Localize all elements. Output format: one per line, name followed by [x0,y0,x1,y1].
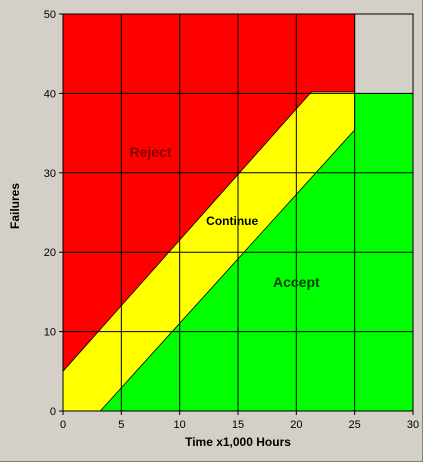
x-axis-label: Time x1,000 Hours [185,435,291,449]
y-tick-label: 0 [50,406,56,418]
y-tick-label: 20 [44,247,56,259]
region-label-reject: Reject [129,144,171,160]
x-tick-label: 30 [407,419,419,431]
region-label-continue: Continue [206,214,258,228]
y-tick-label: 10 [44,327,56,339]
x-tick-label: 5 [118,419,124,431]
x-axis-ticks: 0 5 10 15 20 25 30 [60,411,419,431]
y-tick-label: 40 [44,88,56,100]
y-tick-label: 50 [44,9,56,21]
y-tick-label: 30 [44,168,56,180]
x-tick-label: 20 [290,419,302,431]
region-reject [63,14,355,372]
region-label-accept: Accept [273,274,320,290]
y-axis-label: Failures [8,183,22,229]
y-axis-ticks: 0 10 20 30 40 50 [44,9,63,418]
x-tick-label: 0 [60,419,66,431]
region-labels: Reject Continue Accept [129,144,320,290]
x-tick-label: 15 [232,419,244,431]
x-tick-label: 25 [349,419,361,431]
x-tick-label: 10 [174,419,186,431]
